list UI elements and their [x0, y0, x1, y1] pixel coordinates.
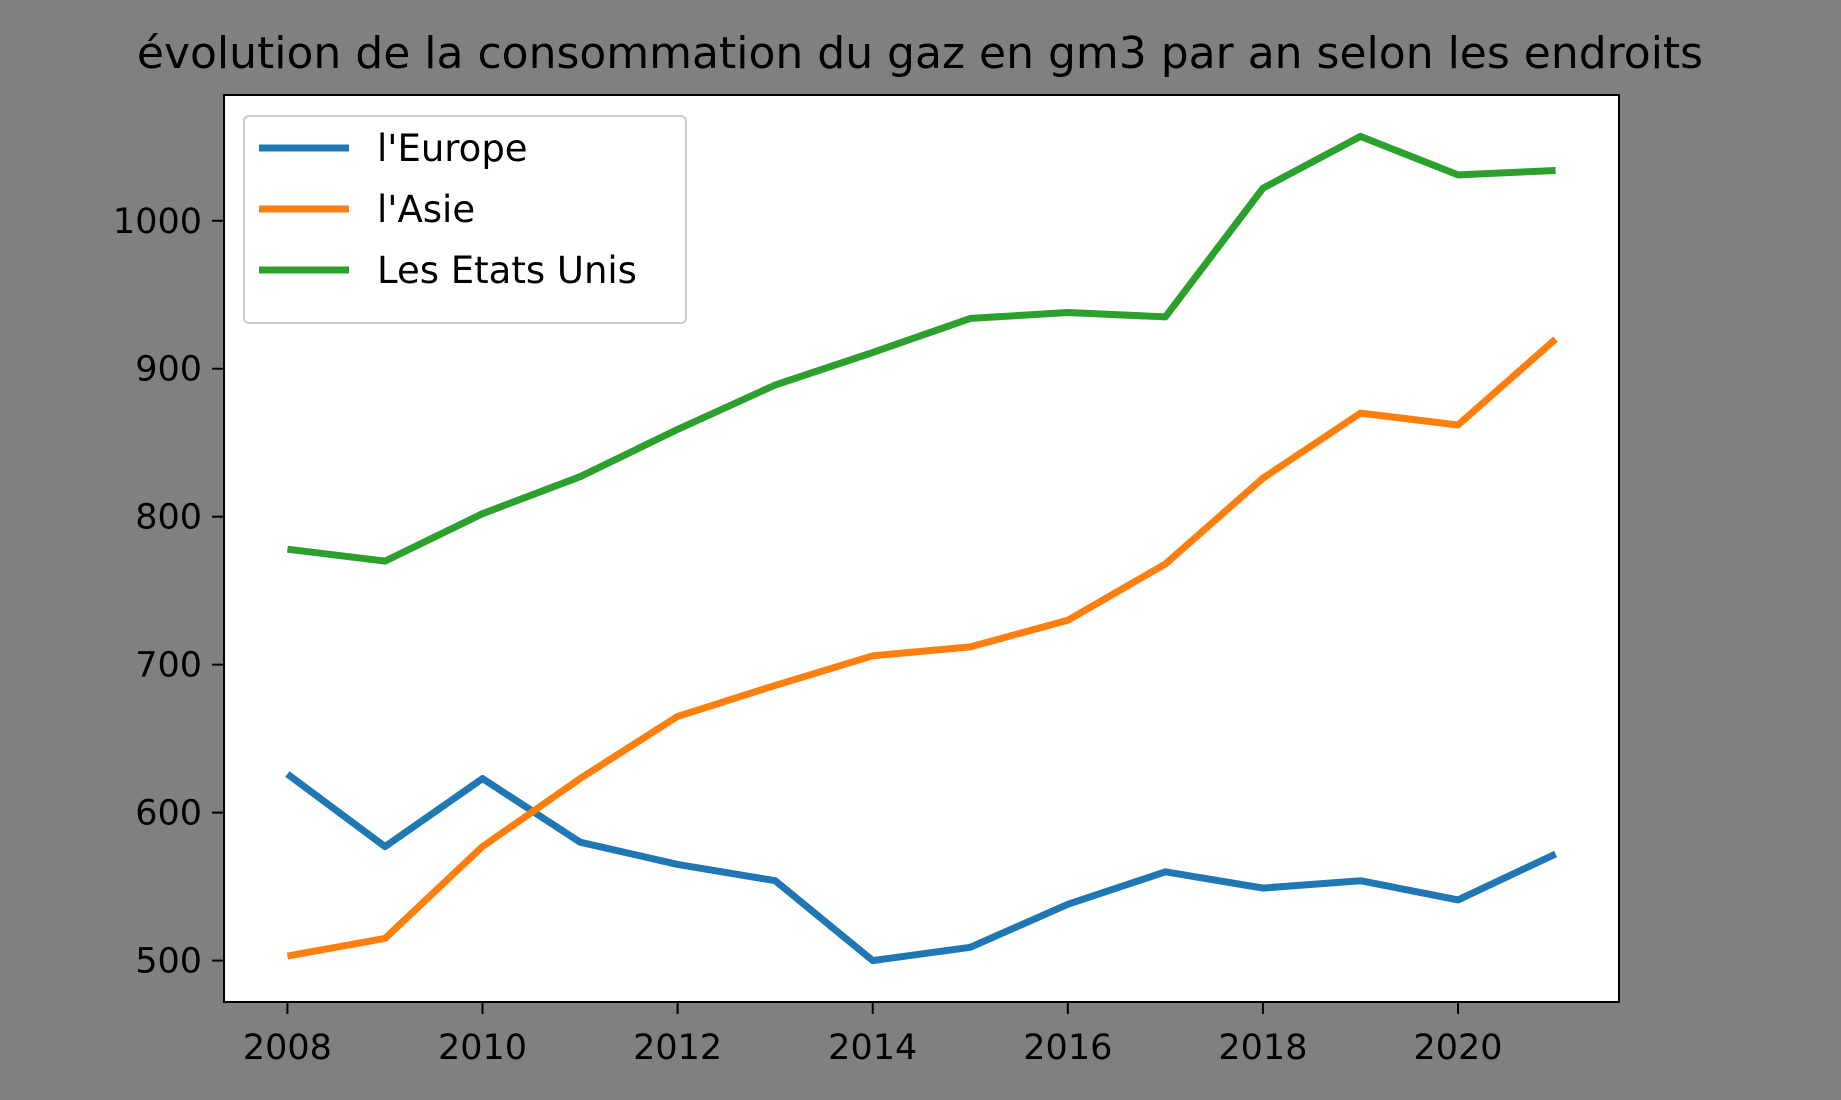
legend: l'Europe l'Asie Les Etats Unis: [243, 115, 687, 324]
x-tick-label: 2018: [1218, 1028, 1307, 1068]
legend-box: [243, 115, 687, 324]
y-tick-label: 500: [135, 942, 202, 982]
series-line-1: [286, 336, 1558, 960]
x-tick-label: 2010: [438, 1028, 527, 1068]
chart-title: évolution de la consommation du gaz en g…: [137, 28, 1703, 79]
x-tick-label: 2008: [243, 1028, 332, 1068]
x-tick-label: 2020: [1413, 1028, 1502, 1068]
legend-label-0: l'Europe: [377, 127, 528, 170]
y-tick-label: 800: [135, 498, 202, 538]
y-tick-label: 600: [135, 794, 202, 834]
x-axis: 2008 2010 2012 2014 2016 2018 2020: [243, 1002, 1503, 1068]
y-tick-label: 1000: [113, 202, 202, 242]
plot-frame: [223, 94, 1620, 1003]
y-tick-label: 700: [135, 646, 202, 686]
y-axis: 500 600 700 800 900 1000: [113, 202, 224, 982]
y-tick-label: 900: [135, 350, 202, 390]
series-layer: [285, 132, 1558, 965]
x-tick-label: 2016: [1023, 1028, 1112, 1068]
x-tick-label: 2014: [828, 1028, 917, 1068]
legend-label-2: Les Etats Unis: [377, 249, 637, 292]
series-line-2: [286, 132, 1556, 565]
x-tick-label: 2012: [633, 1028, 722, 1068]
series-line-0: [285, 771, 1558, 965]
legend-label-1: l'Asie: [377, 188, 475, 231]
